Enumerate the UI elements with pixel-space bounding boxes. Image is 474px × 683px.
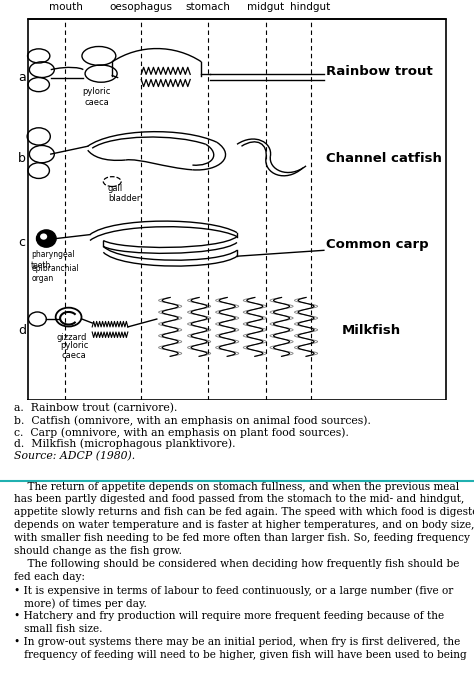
Circle shape (36, 230, 56, 247)
Text: b.  Catfish (omnivore, with an emphasis on animal food sources).: b. Catfish (omnivore, with an emphasis o… (14, 415, 371, 426)
Text: should change as the fish grow.: should change as the fish grow. (14, 546, 182, 557)
Text: d.  Milkfish (microphagous planktivore).: d. Milkfish (microphagous planktivore). (14, 439, 236, 449)
Text: fed each day:: fed each day: (14, 572, 85, 583)
Text: hindgut: hindgut (291, 1, 331, 12)
Text: pyloric
caeca: pyloric caeca (60, 341, 89, 360)
Text: • It is expensive in terms of labour to feed continuously, or a large number (fi: • It is expensive in terms of labour to … (14, 585, 454, 596)
Text: frequency of feeding will need to be higher, given fish will have been used to b: frequency of feeding will need to be hig… (14, 650, 467, 660)
Text: oesophagus: oesophagus (109, 1, 173, 12)
Text: The return of appetite depends on stomach fullness, and when the previous meal: The return of appetite depends on stomac… (14, 482, 459, 492)
Text: mouth: mouth (48, 1, 82, 12)
Text: • Hatchery and fry production will require more frequent feeding because of the: • Hatchery and fry production will requi… (14, 611, 444, 622)
Text: c: c (19, 236, 26, 249)
Text: b: b (18, 152, 26, 165)
Text: Source: ADCP (1980).: Source: ADCP (1980). (14, 451, 136, 461)
Text: a: a (18, 71, 26, 84)
Text: a.  Rainbow trout (carnivore).: a. Rainbow trout (carnivore). (14, 403, 178, 413)
Text: Common carp: Common carp (326, 238, 429, 251)
Text: has been partly digested and food passed from the stomach to the mid- and hindgu: has been partly digested and food passed… (14, 494, 465, 505)
Text: pyloric
caeca: pyloric caeca (82, 87, 111, 107)
Text: The following should be considered when deciding how frequently fish should be: The following should be considered when … (14, 559, 460, 570)
Circle shape (40, 234, 47, 240)
Text: depends on water temperature and is faster at higher temperatures, and on body s: depends on water temperature and is fast… (14, 520, 474, 531)
Text: • In grow-out systems there may be an initial period, when fry is first delivere: • In grow-out systems there may be an in… (14, 637, 460, 647)
Text: c.  Carp (omnivore, with an emphasis on plant food sources).: c. Carp (omnivore, with an emphasis on p… (14, 427, 349, 438)
Text: epibranchial
organ: epibranchial organ (31, 264, 79, 283)
Text: Channel catfish: Channel catfish (326, 152, 442, 165)
Text: gizzard: gizzard (56, 333, 87, 342)
Text: small fish size.: small fish size. (14, 624, 103, 635)
Text: with smaller fish needing to be fed more often than larger fish. So, feeding fre: with smaller fish needing to be fed more… (14, 533, 470, 544)
Text: gall
bladder: gall bladder (108, 184, 140, 203)
Text: pharyngeal
teeth: pharyngeal teeth (31, 250, 75, 270)
Text: midgut: midgut (247, 1, 284, 12)
Text: Rainbow trout: Rainbow trout (326, 65, 433, 78)
Text: appetite slowly returns and fish can be fed again. The speed with which food is : appetite slowly returns and fish can be … (14, 507, 474, 518)
Text: Milkfish: Milkfish (342, 324, 401, 337)
Text: d: d (18, 324, 26, 337)
Text: stomach: stomach (186, 1, 230, 12)
Text: more) of times per day.: more) of times per day. (14, 598, 147, 609)
